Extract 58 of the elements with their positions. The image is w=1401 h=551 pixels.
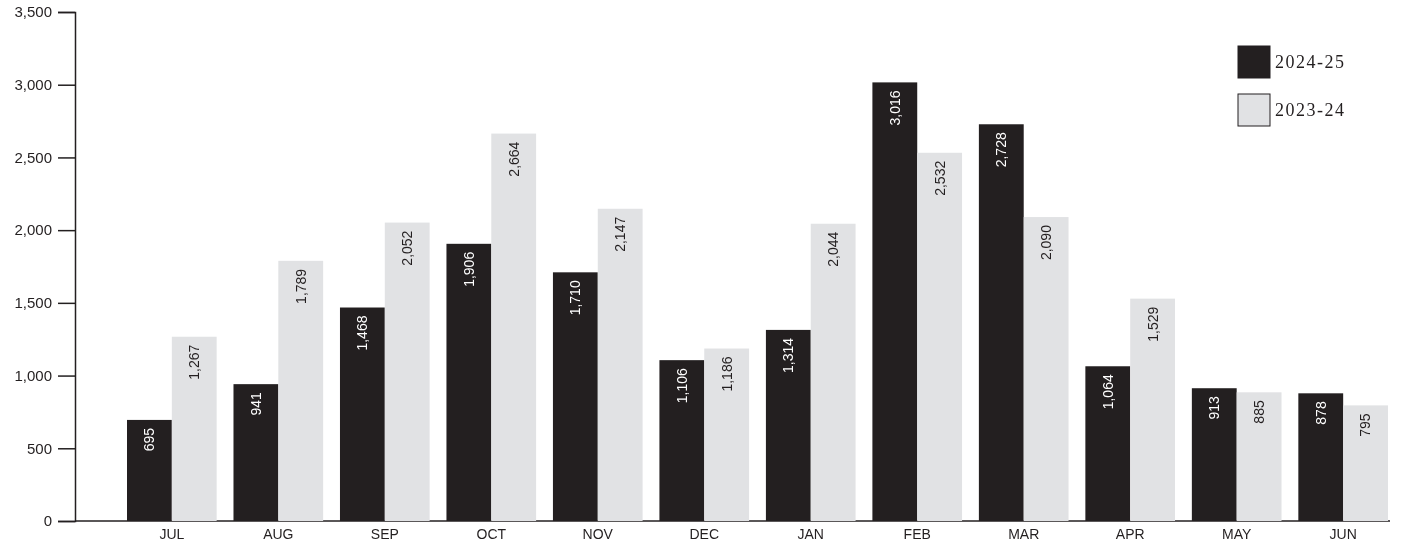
y-tick-label: 1,000: [14, 366, 52, 384]
bar: [1023, 217, 1069, 521]
data-label: 2,044: [825, 231, 842, 267]
x-tick-label: AUG: [263, 525, 294, 542]
bar: [1236, 392, 1282, 521]
x-tick-label: DEC: [689, 525, 720, 542]
data-label: 1,906: [460, 251, 477, 287]
bar: [491, 133, 537, 521]
y-tick-label: 0: [43, 512, 52, 530]
legend-label: 2023-24: [1275, 100, 1346, 121]
x-tick-label: OCT: [476, 525, 507, 542]
data-label: 2,532: [931, 160, 948, 196]
bar: [384, 222, 430, 521]
bar: [704, 348, 750, 521]
data-label: 1,468: [354, 315, 371, 351]
data-label: 2,664: [505, 141, 522, 177]
x-tick-label: MAR: [1008, 525, 1040, 542]
data-label: 2,052: [399, 230, 416, 266]
data-label: 1,314: [780, 337, 797, 373]
bar: [1343, 405, 1388, 521]
data-label: 1,267: [186, 344, 203, 380]
legend-label: 2024-25: [1275, 52, 1346, 73]
x-tick-label: FEB: [903, 525, 931, 542]
bar: [597, 208, 643, 521]
bar: [278, 260, 324, 521]
bar: [917, 152, 963, 521]
x-tick-label: JUL: [159, 525, 185, 542]
bar: [1130, 298, 1176, 521]
x-tick-label: APR: [1115, 525, 1145, 542]
bar: [810, 223, 856, 521]
x-tick-label: NOV: [582, 525, 614, 542]
y-tick-label: 3,500: [14, 3, 52, 21]
data-label: 1,529: [1144, 306, 1161, 342]
data-label: 2,090: [1038, 224, 1055, 261]
data-label: 941: [247, 391, 264, 416]
data-label: 1,710: [567, 280, 584, 316]
x-tick-label: JUN: [1329, 525, 1357, 542]
y-tick-label: 2,500: [14, 148, 52, 166]
data-label: 885: [1251, 400, 1267, 424]
y-tick-label: 500: [26, 439, 52, 457]
data-label: 3,016: [886, 90, 903, 126]
x-tick-label: SEP: [370, 525, 399, 542]
data-label: 1,789: [292, 268, 309, 304]
data-label: 878: [1312, 401, 1329, 425]
data-label: 1,186: [718, 356, 735, 392]
x-tick-label: MAY: [1222, 525, 1252, 542]
data-label: 695: [141, 427, 158, 452]
x-tick-label: JAN: [797, 525, 824, 542]
bar: [171, 336, 217, 521]
data-label: 795: [1357, 413, 1374, 437]
y-tick-label: 2,000: [14, 221, 52, 239]
data-label: 1,106: [673, 367, 690, 404]
data-label: 2,728: [993, 132, 1010, 168]
data-label: 1,064: [1099, 374, 1116, 410]
y-tick-label: 3,000: [14, 76, 52, 94]
data-label: 913: [1206, 396, 1223, 420]
data-label: 2,147: [612, 216, 629, 252]
y-tick-label: 1,500: [14, 294, 52, 312]
